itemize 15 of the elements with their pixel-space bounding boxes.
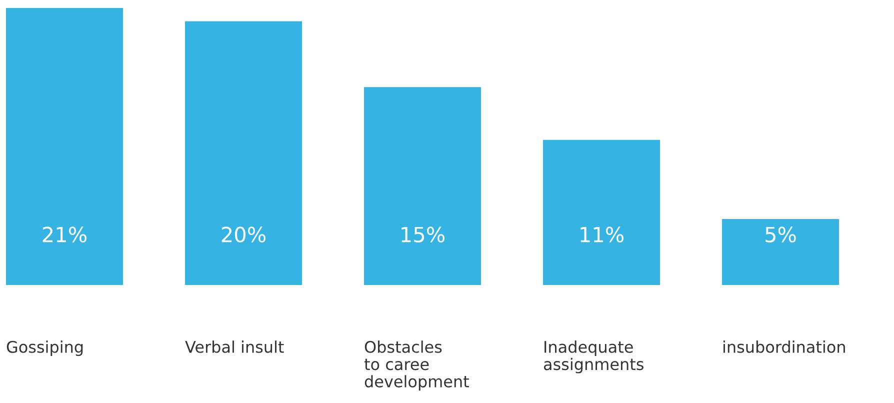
data-label: 5% — [766, 226, 796, 242]
data-label: 11% — [580, 226, 624, 242]
x-tick-label: Inadequate assignments — [544, 340, 644, 374]
data-label: 21% — [42, 226, 87, 242]
bar — [6, 8, 123, 285]
x-tick-label: Obstacles to caree development — [364, 340, 469, 391]
x-tick-label: Verbal insult — [185, 340, 284, 353]
bar — [364, 87, 481, 285]
data-label: 20% — [222, 226, 266, 242]
x-tick-label: insubordination — [724, 340, 845, 353]
bar — [543, 140, 660, 285]
bar — [722, 219, 839, 285]
data-label: 15% — [402, 226, 445, 242]
bar — [185, 21, 302, 285]
x-tick-label: Gossiping — [6, 340, 83, 356]
